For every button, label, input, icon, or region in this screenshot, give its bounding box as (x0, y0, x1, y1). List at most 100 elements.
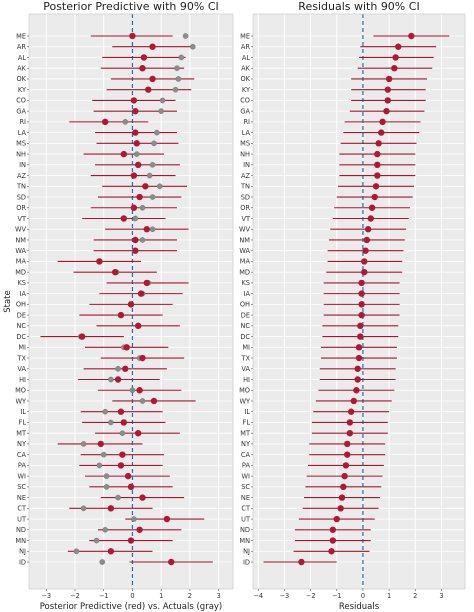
mean-point-md (111, 268, 119, 276)
actual-point-ga (158, 108, 164, 114)
y-tick-label: NE (17, 494, 26, 502)
actual-point-or (139, 204, 146, 211)
mean-point-il (117, 408, 125, 415)
mean-point-ct (337, 505, 344, 512)
mean-point-fl (346, 419, 354, 426)
y-tick-label: OK (16, 75, 26, 83)
mean-point-ak (391, 65, 398, 72)
mean-point-ky (145, 86, 152, 93)
y-tick-label: AR (17, 43, 27, 51)
y-tick-label: MD (15, 268, 26, 276)
y-tick-label: IL (244, 408, 250, 416)
mean-point-fl (120, 419, 128, 426)
mean-point-mo (136, 387, 143, 394)
y-tick-label: TN (16, 183, 26, 191)
y-tick-label: MT (240, 429, 251, 437)
x-tick-label: 0 (361, 592, 365, 600)
actual-point-pa (96, 462, 103, 469)
y-tick-label: MO (15, 387, 26, 395)
y-tick-label: MS (16, 140, 26, 148)
mean-point-nj (107, 548, 115, 555)
mean-point-va (122, 365, 129, 372)
y-tick-label: MA (240, 258, 251, 266)
actual-point-co (159, 97, 166, 104)
mean-point-id (168, 558, 175, 566)
mean-point-sc (127, 483, 135, 491)
actual-point-in (149, 162, 156, 168)
mean-point-co (384, 97, 391, 104)
y-tick-label: FL (19, 419, 27, 427)
y-tick-label: CA (241, 451, 251, 459)
y-tick-label: NE (241, 494, 250, 502)
x-axis-label: Residuals (339, 602, 380, 612)
mean-point-mi (123, 344, 130, 351)
mean-point-co (130, 97, 138, 104)
panel-right: ME AR AL AK OK KY CO GA RI LA MS NH IN AZ TN SD OR VT WV NM… (239, 0, 466, 612)
actual-point-wy (139, 398, 146, 404)
x-tick-label: −2 (306, 592, 316, 600)
y-tick-label: SD (241, 193, 250, 201)
mean-point-ia (358, 290, 365, 297)
y-tick-label: OR (16, 204, 26, 212)
mean-point-ma (96, 258, 103, 265)
mean-point-va (354, 365, 361, 372)
actual-point-nd (102, 526, 108, 533)
y-tick-label: VT (17, 215, 27, 223)
mean-point-wi (341, 472, 348, 480)
y-tick-label: UT (241, 515, 251, 523)
x-tick-label: −1 (99, 592, 109, 600)
actual-point-ar (189, 43, 196, 50)
y-tick-label: ME (240, 32, 250, 40)
mean-point-ri (379, 118, 386, 126)
mean-point-nd (136, 526, 143, 533)
mean-point-mt (134, 429, 142, 437)
y-tick-label: SD (17, 193, 26, 201)
y-axis-label: State (3, 290, 13, 313)
y-tick-label: GA (16, 107, 26, 115)
actual-point-me (182, 33, 189, 39)
mean-point-tn (372, 183, 380, 190)
x-tick-label: −4 (253, 592, 263, 600)
actual-point-id (99, 559, 106, 565)
actual-point-al (178, 54, 185, 61)
y-tick-label: NJ (19, 548, 26, 556)
mean-point-ga (383, 107, 390, 115)
mean-point-nj (328, 548, 335, 555)
y-tick-label: DC (16, 333, 26, 341)
y-tick-label: DE (17, 311, 26, 319)
y-tick-label: PA (242, 462, 251, 470)
y-tick-label: DE (241, 311, 250, 319)
y-tick-label: NY (241, 440, 251, 448)
mean-point-wy (350, 397, 357, 405)
mean-point-ut (333, 515, 340, 523)
y-tick-label: WI (242, 472, 251, 480)
y-tick-label: LA (242, 129, 251, 137)
actual-point-mn (93, 537, 100, 544)
panel-left: ME AR AL AK OK KY CO GA RI LA MS NH IN AZ TN SD OR VT WV NM… (3, 0, 234, 612)
x-tick-label: −2 (70, 592, 80, 600)
y-tick-label: VT (241, 215, 251, 223)
mean-point-dc (78, 333, 86, 340)
mean-point-mn (127, 537, 135, 544)
actual-point-fl (108, 419, 114, 426)
mean-point-ma (361, 258, 368, 265)
plot-background (253, 14, 465, 589)
plot-frame (252, 13, 466, 590)
mean-point-ia (137, 290, 145, 297)
mean-point-pa (117, 462, 125, 469)
actual-point-nh (133, 151, 140, 157)
y-tick-label: SC (241, 483, 250, 491)
mean-point-ny (344, 440, 351, 448)
mean-point-al (140, 54, 148, 61)
y-tick-label: AZ (17, 172, 27, 180)
y-tick-label: RI (243, 118, 250, 126)
y-tick-label: NH (16, 150, 26, 158)
actual-point-sc (103, 484, 110, 490)
y-tick-label: RI (19, 118, 26, 126)
actual-point-az (146, 172, 153, 179)
y-tick-label: ID (19, 558, 26, 566)
y-tick-label: CO (16, 97, 26, 105)
mean-point-ak (139, 65, 146, 72)
actual-point-il (102, 408, 108, 415)
